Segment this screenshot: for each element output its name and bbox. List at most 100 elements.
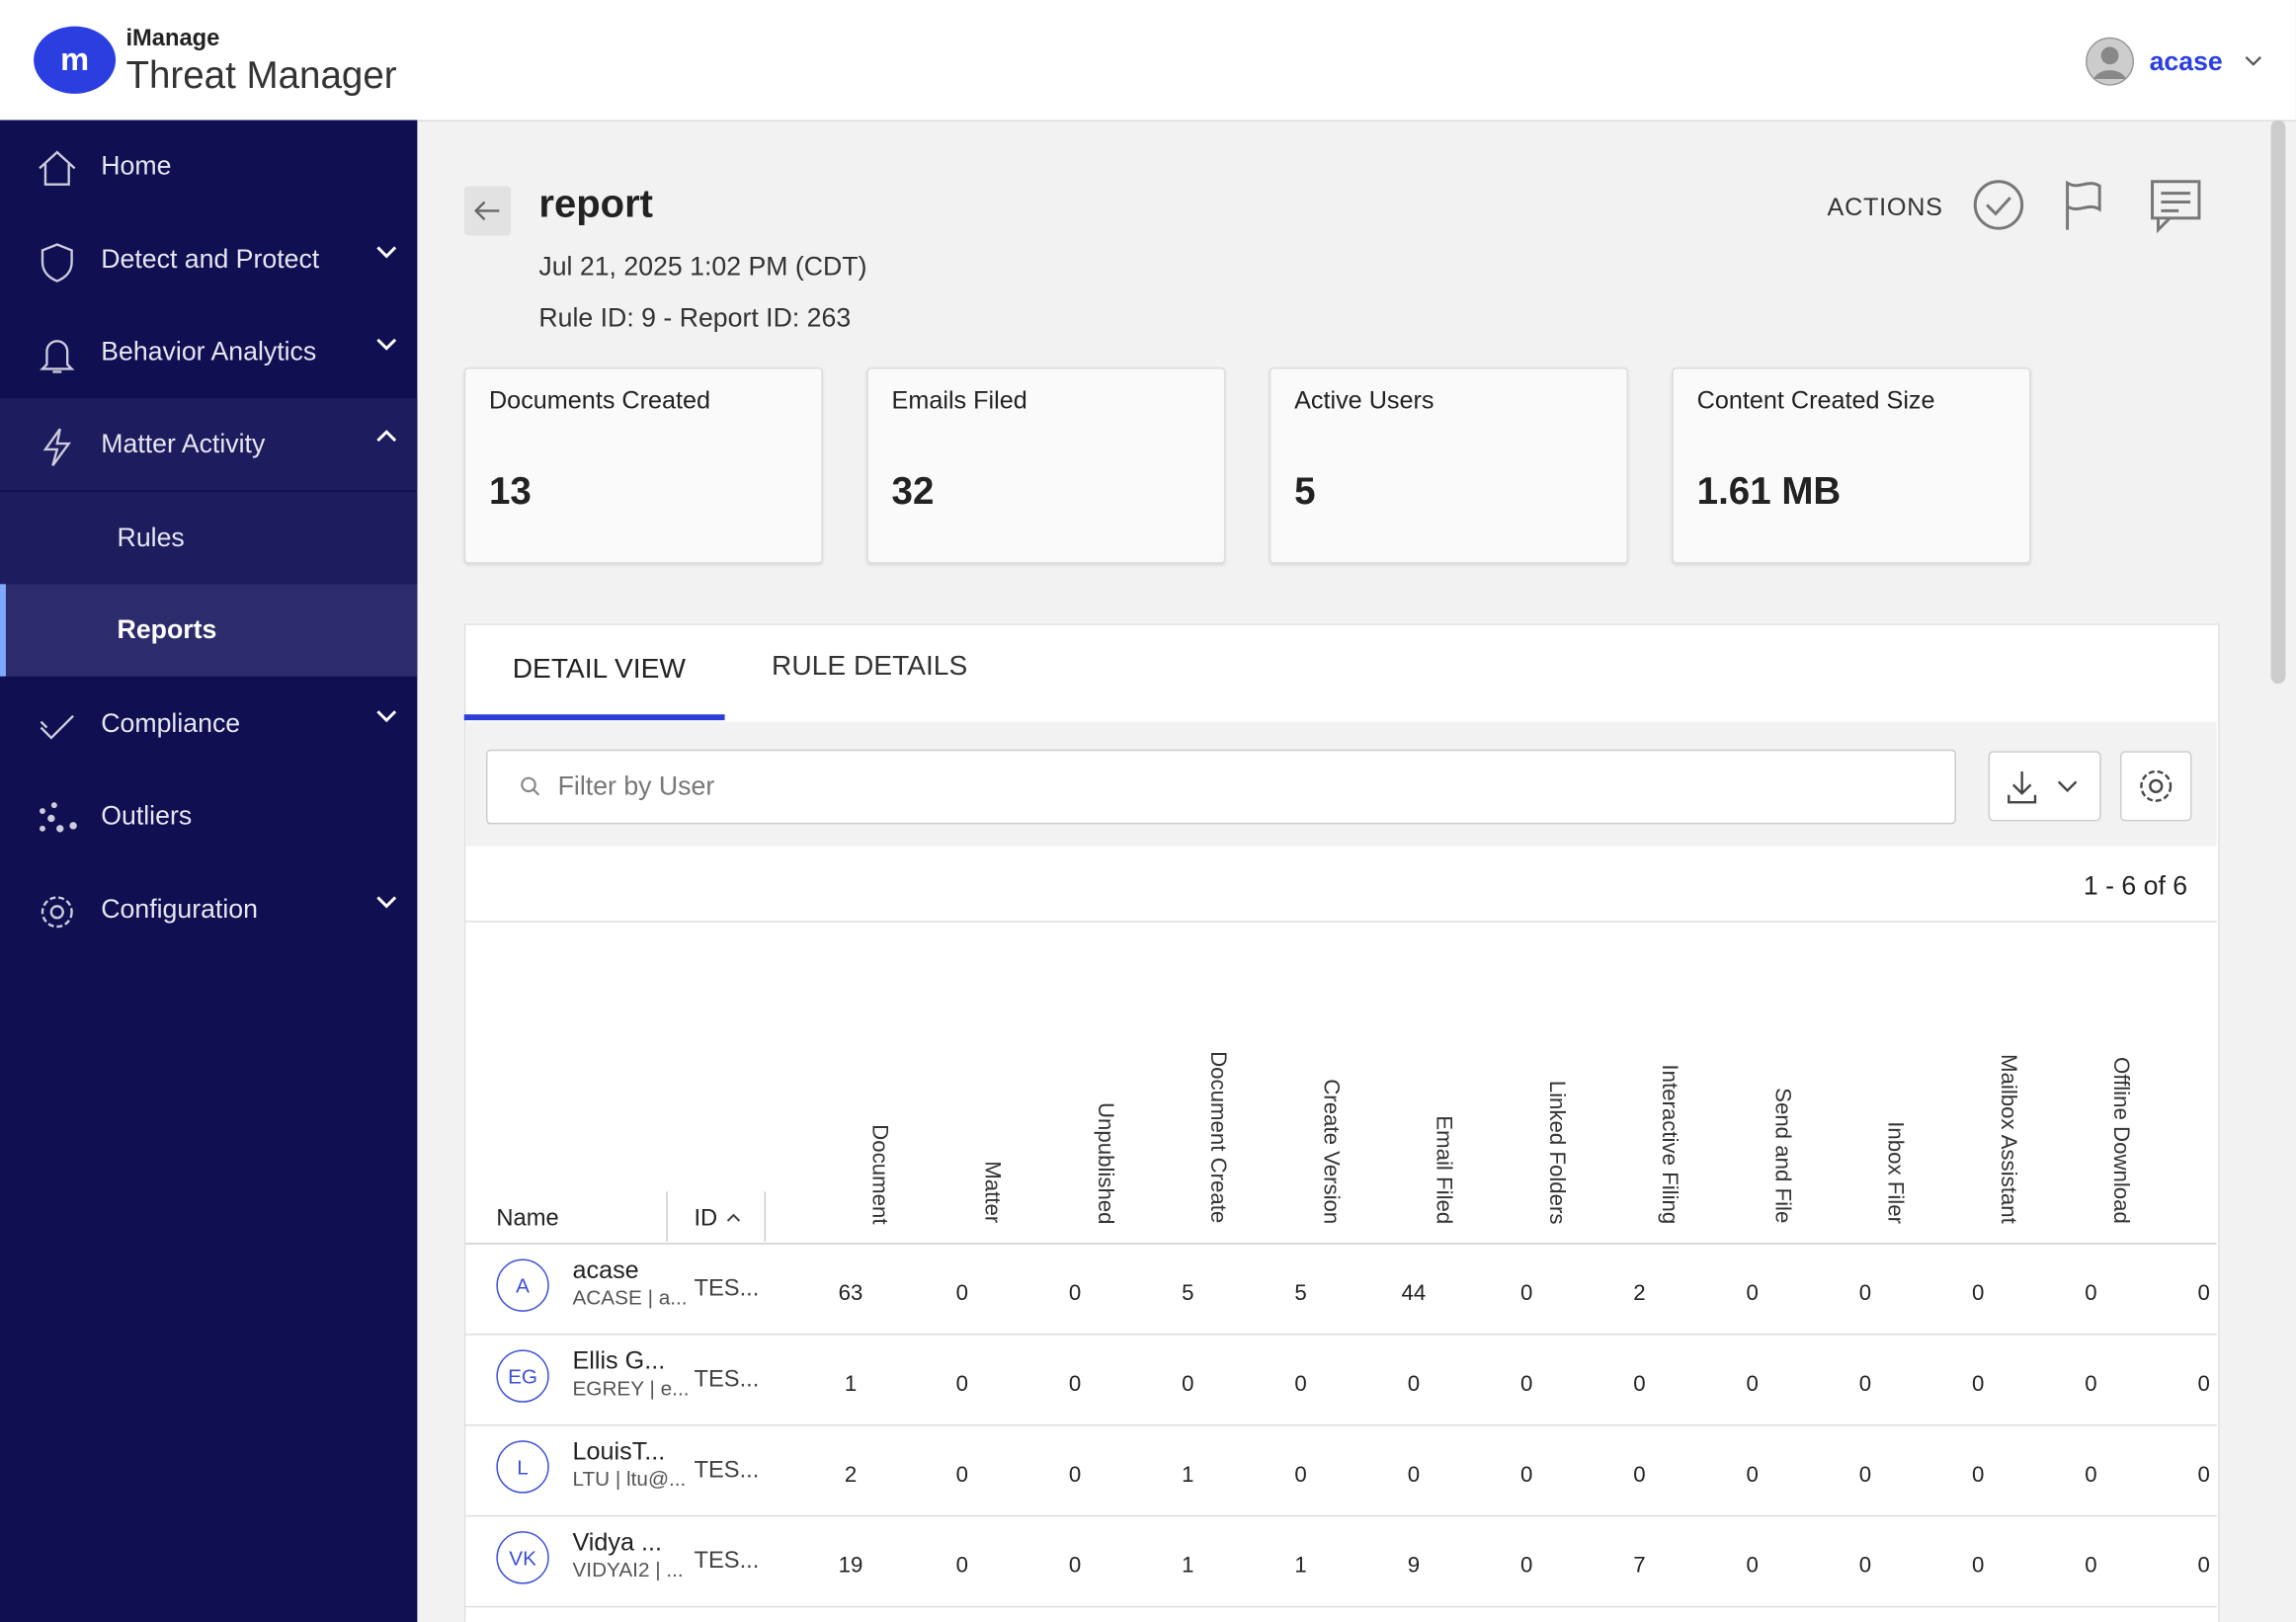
cell-value: 0 (1294, 1371, 1307, 1397)
column-header[interactable]: Document Create (1205, 1051, 1231, 1224)
user-detail: LTU | ltu@... (572, 1466, 687, 1491)
action-icons[interactable] (1971, 177, 2205, 235)
report-ids: Rule ID: 9 - Report ID: 263 (538, 302, 852, 333)
filter-input[interactable] (486, 749, 1956, 825)
column-header[interactable]: Matter (979, 1161, 1005, 1224)
nav-label[interactable]: Detect and Protect (101, 244, 320, 275)
search-icon (521, 776, 540, 796)
cell-value: 7 (1633, 1553, 1646, 1579)
nav-label[interactable]: Matter Activity (101, 429, 266, 458)
back-button[interactable] (463, 186, 512, 236)
row-divider (465, 1423, 2217, 1426)
cell-value: 9 (1407, 1553, 1421, 1579)
stat-label: Documents Created (488, 386, 711, 415)
column-header[interactable]: Unpublished (1092, 1101, 1118, 1224)
pagination: 1 - 6 of 6 (2083, 870, 2188, 901)
avatar: EG (496, 1349, 549, 1403)
column-header[interactable]: Interactive Filing (1657, 1064, 1682, 1224)
column-header[interactable]: Mailbox Assistant (1995, 1054, 2021, 1224)
cell-value: 0 (1633, 1462, 1646, 1488)
cell-value: 0 (1633, 1371, 1646, 1397)
nav-item[interactable]: Behavior Analytics (0, 306, 417, 398)
nav-item[interactable]: Home (0, 121, 417, 212)
column-header[interactable]: Document (866, 1123, 892, 1224)
stat-label: Content Created Size (1696, 386, 1935, 415)
column-header[interactable]: Create Version (1318, 1078, 1344, 1224)
cell-value: 0 (1858, 1553, 1872, 1579)
stat-card: Emails Filed 32 (866, 366, 1226, 564)
cell-value: 0 (1407, 1462, 1421, 1488)
logo: m (34, 26, 117, 94)
avatar[interactable] (2085, 37, 2135, 86)
nav-label[interactable]: Behavior Analytics (101, 336, 317, 366)
cell-value: 5 (1294, 1280, 1307, 1306)
cell-value: 2 (1633, 1280, 1646, 1306)
col-divider (666, 1191, 668, 1242)
user-name: Vidya ... (572, 1528, 663, 1557)
cell-value: 0 (2197, 1280, 2210, 1306)
column-header[interactable]: Email Filed (1431, 1115, 1456, 1224)
tab[interactable]: RULE DETAILS (772, 651, 968, 683)
stat-value: 1.61 MB (1696, 468, 1842, 513)
avatar: VK (496, 1531, 549, 1584)
cell-value: 0 (1746, 1371, 1759, 1397)
cell-value: 0 (1519, 1280, 1533, 1306)
cell-value: 63 (838, 1280, 863, 1306)
user-name[interactable]: acase (2149, 46, 2223, 77)
avatar: A (496, 1258, 549, 1312)
col-divider (764, 1191, 767, 1242)
name-header[interactable]: Name (496, 1206, 559, 1232)
cell-value: 0 (1858, 1462, 1872, 1488)
toolbar-buttons[interactable] (1988, 751, 2193, 822)
nav-label[interactable]: Compliance (101, 708, 241, 738)
cell-value: 0 (2085, 1371, 2097, 1397)
tab-active[interactable]: DETAIL VIEW (512, 654, 686, 686)
cell-value: 0 (2197, 1462, 2210, 1488)
id-header[interactable]: ID (694, 1206, 718, 1232)
cell-value: 0 (1068, 1371, 1082, 1397)
nav-label[interactable]: Outliers (101, 800, 193, 831)
cell-value: 0 (1746, 1462, 1759, 1488)
cell-value: 0 (1519, 1462, 1533, 1488)
actions-label: ACTIONS (1827, 193, 1943, 221)
stat-card: Content Created Size 1.61 MB (1672, 366, 2031, 564)
nav-item[interactable]: Detect and Protect (0, 213, 417, 305)
user-name: Ellis G... (572, 1346, 666, 1375)
row-divider (465, 1334, 2217, 1336)
cell-value: 0 (1858, 1371, 1872, 1397)
nav-item[interactable]: Matter Activity (0, 398, 418, 491)
stat-card: Active Users 5 (1269, 366, 1628, 564)
cell-value: 0 (1407, 1371, 1421, 1397)
column-header[interactable]: Send and File (1769, 1088, 1795, 1224)
sort-icon[interactable] (725, 1211, 743, 1226)
nav-label[interactable]: Rules (117, 523, 185, 552)
user-detail: ACASE | a... (572, 1285, 688, 1309)
nav-subitem[interactable]: Reports (0, 584, 418, 677)
cell-value: 0 (1746, 1280, 1759, 1306)
scrollbar[interactable] (2270, 120, 2286, 685)
column-header[interactable]: Linked Folders (1543, 1080, 1570, 1224)
cell-value: 0 (1858, 1280, 1872, 1306)
nav-item[interactable]: Compliance (0, 678, 417, 770)
nav-label[interactable]: Home (101, 150, 172, 181)
tab-indicator (463, 714, 725, 721)
top-bar: m iManage Threat Manager acase (0, 0, 2296, 122)
column-header[interactable]: Inbox Filer (1882, 1121, 1908, 1224)
user-chevron[interactable] (2243, 54, 2263, 69)
row-divider (465, 1514, 2217, 1517)
cell-value: 0 (1519, 1553, 1533, 1579)
nav-item[interactable]: Configuration (0, 863, 417, 955)
filter-placeholder[interactable]: Filter by User (557, 771, 715, 801)
cell-value: 0 (1068, 1553, 1082, 1579)
divider (465, 1243, 2217, 1245)
cell-value: 1 (1182, 1462, 1194, 1488)
user-detail: EGREY | e... (572, 1376, 690, 1400)
svg-text:m: m (60, 41, 89, 77)
user-detail: VIDYAI2 | ... (572, 1557, 684, 1581)
nav-subitem[interactable]: Rules (0, 491, 418, 585)
nav-label[interactable]: Reports (117, 614, 217, 645)
nav-item[interactable]: Outliers (0, 770, 417, 862)
column-header[interactable]: Offline Download (2108, 1057, 2134, 1224)
nav-label[interactable]: Configuration (101, 894, 258, 925)
